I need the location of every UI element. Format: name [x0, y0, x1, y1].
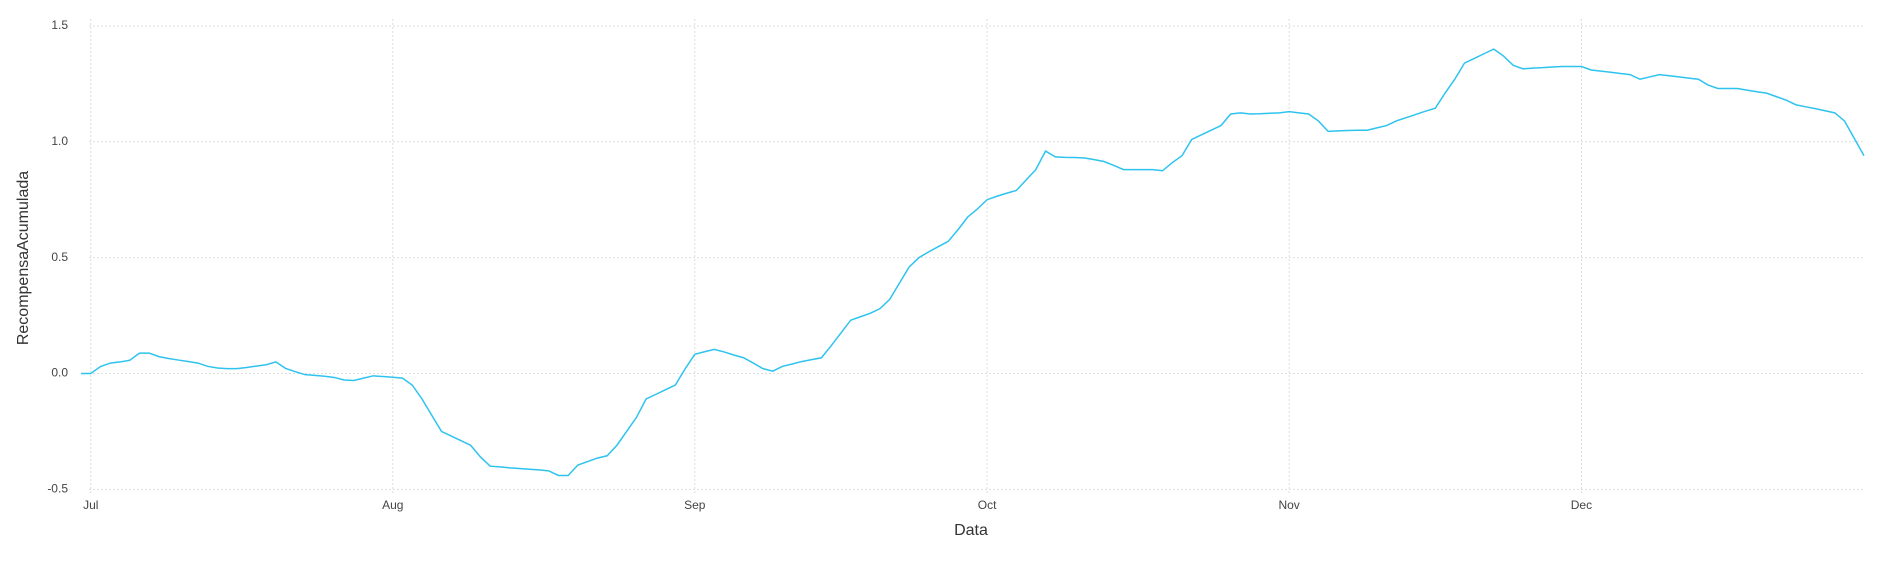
- x-tick-label: Sep: [684, 498, 706, 512]
- y-tick-label: 1.0: [51, 134, 68, 148]
- x-tick-label: Oct: [978, 498, 997, 512]
- y-tick-label: 1.5: [51, 18, 68, 32]
- x-tick-label: Aug: [382, 498, 403, 512]
- y-tick-label: 0.0: [51, 366, 68, 380]
- y-tick-label: 0.5: [51, 250, 68, 264]
- x-axis-title: Data: [954, 522, 988, 539]
- data-line: [81, 48, 1865, 477]
- y-axis-title: RecompensaAcumulada: [15, 171, 32, 345]
- x-tick-label: Nov: [1278, 498, 1299, 512]
- x-tick-label: Dec: [1571, 498, 1592, 512]
- y-tick-label: -0.5: [47, 482, 68, 496]
- x-tick-label: Jul: [83, 498, 98, 512]
